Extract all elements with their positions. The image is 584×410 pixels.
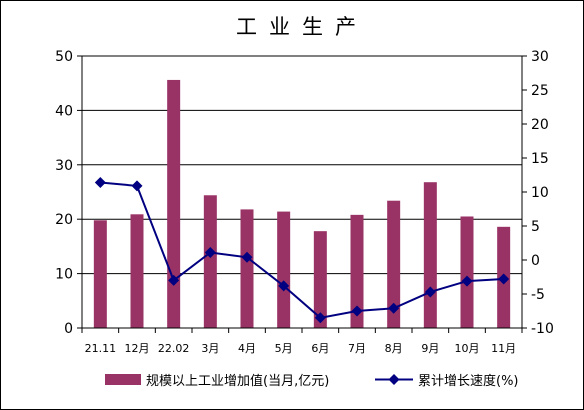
right-tick-label: -5: [531, 287, 545, 303]
line-point: [424, 286, 436, 298]
legend: 规模以上工业增加值(当月,亿元) 累计增长速度(%): [105, 373, 519, 389]
left-tick-label: 50: [55, 49, 73, 65]
bar-series: [93, 79, 511, 328]
left-tick-label: 0: [64, 321, 73, 337]
line-point: [241, 251, 253, 263]
legend-line-marker: [388, 374, 400, 385]
line-point: [314, 312, 326, 324]
legend-bar-swatch: [105, 374, 141, 385]
line-point: [498, 273, 510, 285]
axes: [81, 56, 523, 329]
x-tick-label: 9月: [421, 342, 439, 355]
line-point: [351, 305, 363, 317]
bar: [350, 214, 364, 328]
bar: [460, 216, 474, 328]
bar: [130, 214, 144, 328]
line-point: [278, 280, 290, 292]
bar: [423, 182, 437, 328]
bar: [387, 200, 401, 328]
bar: [167, 79, 181, 328]
x-axis-ticks: 21.11 12月 22.02 3月 4月 5月 6月 7月 8月 9月 10月 11月: [81, 328, 523, 355]
left-tick-label: 40: [55, 103, 73, 119]
right-tick-label: 20: [531, 117, 549, 133]
bar: [240, 209, 254, 328]
x-tick-label: 12月: [125, 342, 150, 355]
right-tick-label: 0: [531, 253, 540, 269]
x-tick-label: 11月: [491, 342, 516, 355]
x-tick-label: 5月: [275, 342, 293, 355]
right-tick-label: 25: [531, 83, 549, 99]
x-tick-label: 3月: [201, 342, 219, 355]
right-tick-label: -10: [531, 321, 554, 337]
line-series: [94, 176, 510, 324]
line-point: [204, 247, 216, 259]
left-tick-label: 10: [55, 267, 73, 283]
legend-line-label: 累计增长速度(%): [418, 373, 519, 389]
x-tick-label: 10月: [455, 342, 480, 355]
bar: [277, 211, 291, 328]
right-tick-label: 30: [531, 49, 549, 65]
legend-bar-label: 规模以上工业增加值(当月,亿元): [146, 373, 329, 389]
x-tick-label: 6月: [311, 342, 329, 355]
gridlines: [82, 55, 522, 275]
line-point: [131, 180, 143, 192]
bar: [93, 220, 107, 328]
left-tick-label: 20: [55, 212, 73, 228]
series-line: [100, 181, 504, 319]
x-tick-label: 22.02: [158, 342, 190, 355]
right-axis-ticks: -10 -5 0 5 10 15 20 25 30: [522, 49, 554, 337]
right-tick-label: 5: [531, 219, 540, 235]
right-tick-label: 10: [531, 185, 549, 201]
right-tick-label: 15: [531, 151, 549, 167]
line-point: [168, 274, 180, 286]
line-point: [461, 275, 473, 287]
line-point: [388, 302, 400, 314]
line-point: [94, 176, 106, 188]
chart-title: 工业生产: [236, 15, 368, 39]
x-tick-label: 21.11: [85, 342, 117, 355]
x-tick-label: 4月: [238, 342, 256, 355]
x-tick-label: 7月: [348, 342, 366, 355]
left-axis-ticks: 0 10 20 30 40 50: [55, 49, 82, 337]
bar: [313, 231, 327, 328]
left-tick-label: 30: [55, 158, 73, 174]
bar: [203, 195, 217, 328]
x-tick-label: 8月: [385, 342, 403, 355]
